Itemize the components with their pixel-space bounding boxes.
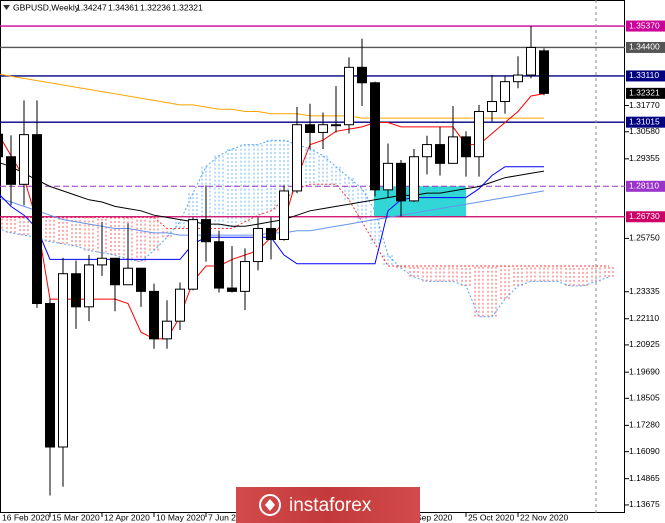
candle-body: [45, 303, 55, 448]
level-label-box: [626, 70, 665, 82]
candle-body: [201, 219, 211, 243]
x-tick-label: 22 Nov 2020: [520, 512, 568, 522]
candle-body: [500, 81, 510, 103]
candle-body: [136, 267, 146, 292]
time-axis: 16 Feb 2020 15 Mar 2020 12 Apr 2020 10 May …: [2, 512, 568, 522]
candle-body: [149, 290, 159, 340]
candle-body: [318, 124, 328, 133]
candle-body: [279, 190, 289, 241]
level-label: 1.26730: [629, 211, 660, 221]
candle-body: [526, 46, 536, 76]
header-high: 1.34361: [108, 2, 139, 12]
candle-body: [266, 227, 276, 241]
candle-body: [175, 288, 185, 322]
candle-body: [97, 257, 107, 266]
candle-body: [513, 74, 523, 83]
candle-body: [188, 219, 198, 290]
plot-frame: [0, 0, 625, 513]
candle-body: [396, 162, 406, 202]
x-tick-label: 12 Apr 2020: [104, 512, 150, 522]
candle-body: [19, 134, 29, 185]
candle-body: [110, 257, 120, 286]
level-label-box: [626, 20, 665, 32]
candle-body: [305, 124, 315, 133]
candle-body: [383, 162, 393, 191]
y-tick-label: 1.17280: [629, 420, 660, 430]
header: GBPUSD,Weekly 1.34247 1.34361 1.32236 1.…: [3, 2, 203, 12]
y-tick-label: 1.23335: [629, 286, 660, 296]
candle-body: [539, 50, 549, 94]
current-price-box: [626, 87, 665, 99]
candle-body: [84, 264, 94, 308]
level-label: 1.35370: [629, 20, 660, 30]
level-label: 1.34400: [629, 42, 660, 52]
candle-body: [58, 273, 68, 448]
level-label: 1.31015: [629, 116, 660, 126]
y-tick-label: 1.14865: [629, 473, 660, 483]
level-label: 1.28110: [629, 181, 659, 191]
plot-area: [0, 25, 625, 496]
y-tick-label: 1.30580: [629, 126, 660, 136]
level-label-box: [626, 180, 665, 192]
candle-body: [240, 261, 250, 292]
candle-body: [448, 136, 458, 164]
y-tick-label: 1.13675: [629, 499, 660, 509]
candle-body: [331, 124, 341, 127]
watermark: instaforex: [236, 487, 420, 523]
candle-body: [6, 156, 16, 185]
candle-body: [123, 267, 133, 286]
candle-body: [0, 133, 3, 158]
level-label: 1.33110: [629, 70, 659, 80]
candle-body: [435, 144, 445, 164]
level-label-box: [626, 41, 665, 53]
x-tick-label: 15 Mar 2020: [52, 512, 100, 522]
price-axis: 1.31770 1.30580 1.29355 1.25750 1.23335 1.221…: [625, 20, 665, 509]
level-label-box: [626, 211, 665, 223]
y-tick-label: 1.25750: [629, 233, 660, 243]
header-low: 1.32236: [140, 2, 171, 12]
candle-body: [227, 287, 237, 292]
x-tick-label: 10 May 2020: [156, 512, 205, 522]
candle-body: [253, 227, 263, 263]
candle-body: [32, 134, 42, 305]
y-tick-label: 1.16090: [629, 446, 660, 456]
candle-body: [370, 82, 380, 191]
chart-title: GBPUSD,Weekly: [13, 2, 80, 12]
candle-body: [214, 241, 224, 289]
y-tick-label: 1.19690: [629, 366, 660, 376]
x-tick-label: 25 Oct 2020: [468, 512, 515, 522]
y-tick-label: 1.18505: [629, 393, 660, 403]
cloud-span-a: [0, 139, 610, 318]
candle-body: [487, 101, 497, 112]
x-tick-label: Sep 2020: [416, 512, 453, 522]
candle-body: [344, 66, 354, 126]
candle-body: [357, 66, 367, 84]
header-open: 1.34247: [76, 2, 107, 12]
candle-body: [71, 273, 81, 308]
candle-body: [409, 156, 419, 202]
y-tick-label: 1.22110: [629, 313, 659, 323]
candle-body: [162, 320, 172, 340]
candle-body: [292, 124, 302, 192]
current-price-label: 1.32321: [629, 88, 660, 98]
level-label-box: [626, 116, 665, 128]
candle-body: [422, 144, 432, 158]
y-tick-label: 1.31770: [629, 100, 660, 110]
y-tick-label: 1.20925: [629, 339, 660, 349]
candle-body: [474, 110, 484, 158]
watermark-logo: [259, 494, 281, 516]
y-tick-label: 1.29355: [629, 153, 660, 163]
candle-body: [461, 136, 471, 158]
watermark-text: instaforex: [289, 495, 372, 516]
watermark-logo-mark: [265, 499, 275, 511]
header-close: 1.32321: [172, 2, 203, 12]
x-tick-label: 7 Jun 2020: [208, 512, 250, 522]
header-icon: [3, 5, 10, 10]
x-tick-label: 16 Feb 2020: [2, 512, 50, 522]
